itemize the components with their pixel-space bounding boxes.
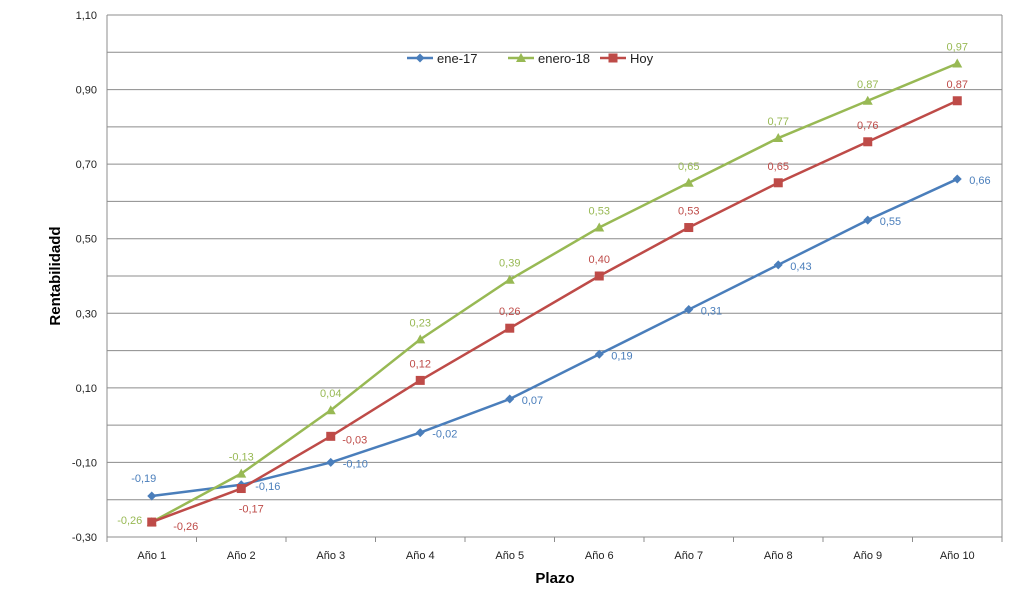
data-point <box>505 394 515 404</box>
data-point <box>773 178 783 188</box>
legend: ene-17 enero-18 Hoy <box>407 51 654 66</box>
y-tick-label: -0,10 <box>72 457 97 469</box>
y-tick-label: 0,70 <box>76 159 97 171</box>
legend-marker <box>516 53 526 62</box>
x-tick-label: Año 6 <box>585 550 614 562</box>
y-axis-title: Rentabilidadd <box>47 226 64 325</box>
y-tick-label: 0,30 <box>76 308 97 320</box>
data-label: 0,40 <box>589 254 610 266</box>
data-point <box>952 96 962 106</box>
data-label: 0,23 <box>410 317 431 329</box>
x-tick-label: Año 9 <box>853 550 882 562</box>
y-tick-label: 1,10 <box>76 10 97 22</box>
data-label: 0,26 <box>499 306 520 318</box>
data-point <box>236 484 246 494</box>
data-label: 0,65 <box>678 161 699 173</box>
data-point <box>684 305 694 315</box>
x-tick-label: Año 2 <box>227 550 256 562</box>
data-point <box>594 349 604 359</box>
data-label: 0,55 <box>880 216 901 228</box>
data-point <box>326 457 336 467</box>
series <box>146 58 963 527</box>
data-label: 0,31 <box>701 306 722 318</box>
data-label: 0,77 <box>768 116 789 128</box>
data-label: -0,16 <box>255 481 280 493</box>
x-axis-title: Plazo <box>535 570 574 587</box>
series-line <box>151 99 958 524</box>
data-label: 0,76 <box>857 120 878 132</box>
data-point <box>862 95 873 105</box>
x-tick-label: Año 8 <box>764 550 793 562</box>
data-label: -0,02 <box>432 429 457 441</box>
data-label: -0,10 <box>343 458 368 470</box>
y-tick-label: 0,50 <box>76 234 97 246</box>
data-point <box>773 260 783 270</box>
data-point <box>147 491 157 501</box>
x-tick-label: Año 5 <box>495 550 524 562</box>
legend-marker <box>415 53 425 63</box>
data-label: 0,87 <box>857 79 878 91</box>
data-point <box>504 274 515 284</box>
data-label: 0,66 <box>969 175 990 187</box>
data-label: 0,53 <box>589 206 610 218</box>
data-point <box>415 428 425 438</box>
data-point <box>326 431 336 441</box>
x-tick-label: Año 1 <box>137 550 166 562</box>
data-point <box>147 517 157 527</box>
x-tick-label: Año 7 <box>674 550 703 562</box>
legend-label: Hoy <box>630 51 654 66</box>
legend-marker <box>608 53 618 63</box>
data-point <box>415 334 426 344</box>
y-tick-label: 0,90 <box>76 85 97 97</box>
data-point <box>952 58 963 68</box>
data-label: 0,87 <box>947 79 968 91</box>
data-point <box>594 271 604 281</box>
y-tick-label: 0,10 <box>76 383 97 395</box>
data-label: 0,04 <box>320 388 341 400</box>
data-label: 0,12 <box>410 358 431 370</box>
legend-label: ene-17 <box>437 51 477 66</box>
data-point <box>236 468 247 478</box>
data-label: -0,26 <box>173 521 198 533</box>
data-label: 0,53 <box>678 206 699 218</box>
axes: 1,10 0,90 0,70 0,50 0,30 0,10 -0,10 -0,30 Año 1 A… <box>72 10 1003 562</box>
data-point <box>684 223 694 233</box>
data-label: 0,07 <box>522 395 543 407</box>
data-point <box>863 215 873 225</box>
series-line <box>151 177 958 498</box>
y-tick-label: -0,30 <box>72 532 97 544</box>
legend-label: enero-18 <box>538 51 590 66</box>
data-label: 0,39 <box>499 258 520 270</box>
data-label: 0,65 <box>768 161 789 173</box>
data-point <box>505 323 515 333</box>
data-point <box>863 137 873 147</box>
data-labels: -0,19 -0,16 -0,10 -0,02 0,07 0,19 0,31 0,43 0,55… <box>117 41 990 533</box>
x-tick-label: Año 4 <box>406 550 435 562</box>
x-tick-label: Año 3 <box>316 550 345 562</box>
grid-lines <box>107 14 1002 538</box>
data-label: 0,97 <box>947 41 968 53</box>
series-line <box>151 62 958 524</box>
data-label: -0,26 <box>117 515 142 527</box>
data-label: -0,13 <box>229 452 254 464</box>
data-label: 0,43 <box>790 261 811 273</box>
data-point <box>415 375 425 385</box>
data-point <box>325 405 336 415</box>
data-label: -0,03 <box>342 434 367 446</box>
x-tick-label: Año 10 <box>940 550 975 562</box>
data-point <box>773 133 784 143</box>
data-point <box>683 177 694 187</box>
data-label: -0,19 <box>131 473 156 485</box>
data-label: -0,17 <box>239 504 264 516</box>
data-point <box>952 174 962 184</box>
data-point <box>594 222 605 232</box>
data-label: 0,19 <box>611 350 632 362</box>
